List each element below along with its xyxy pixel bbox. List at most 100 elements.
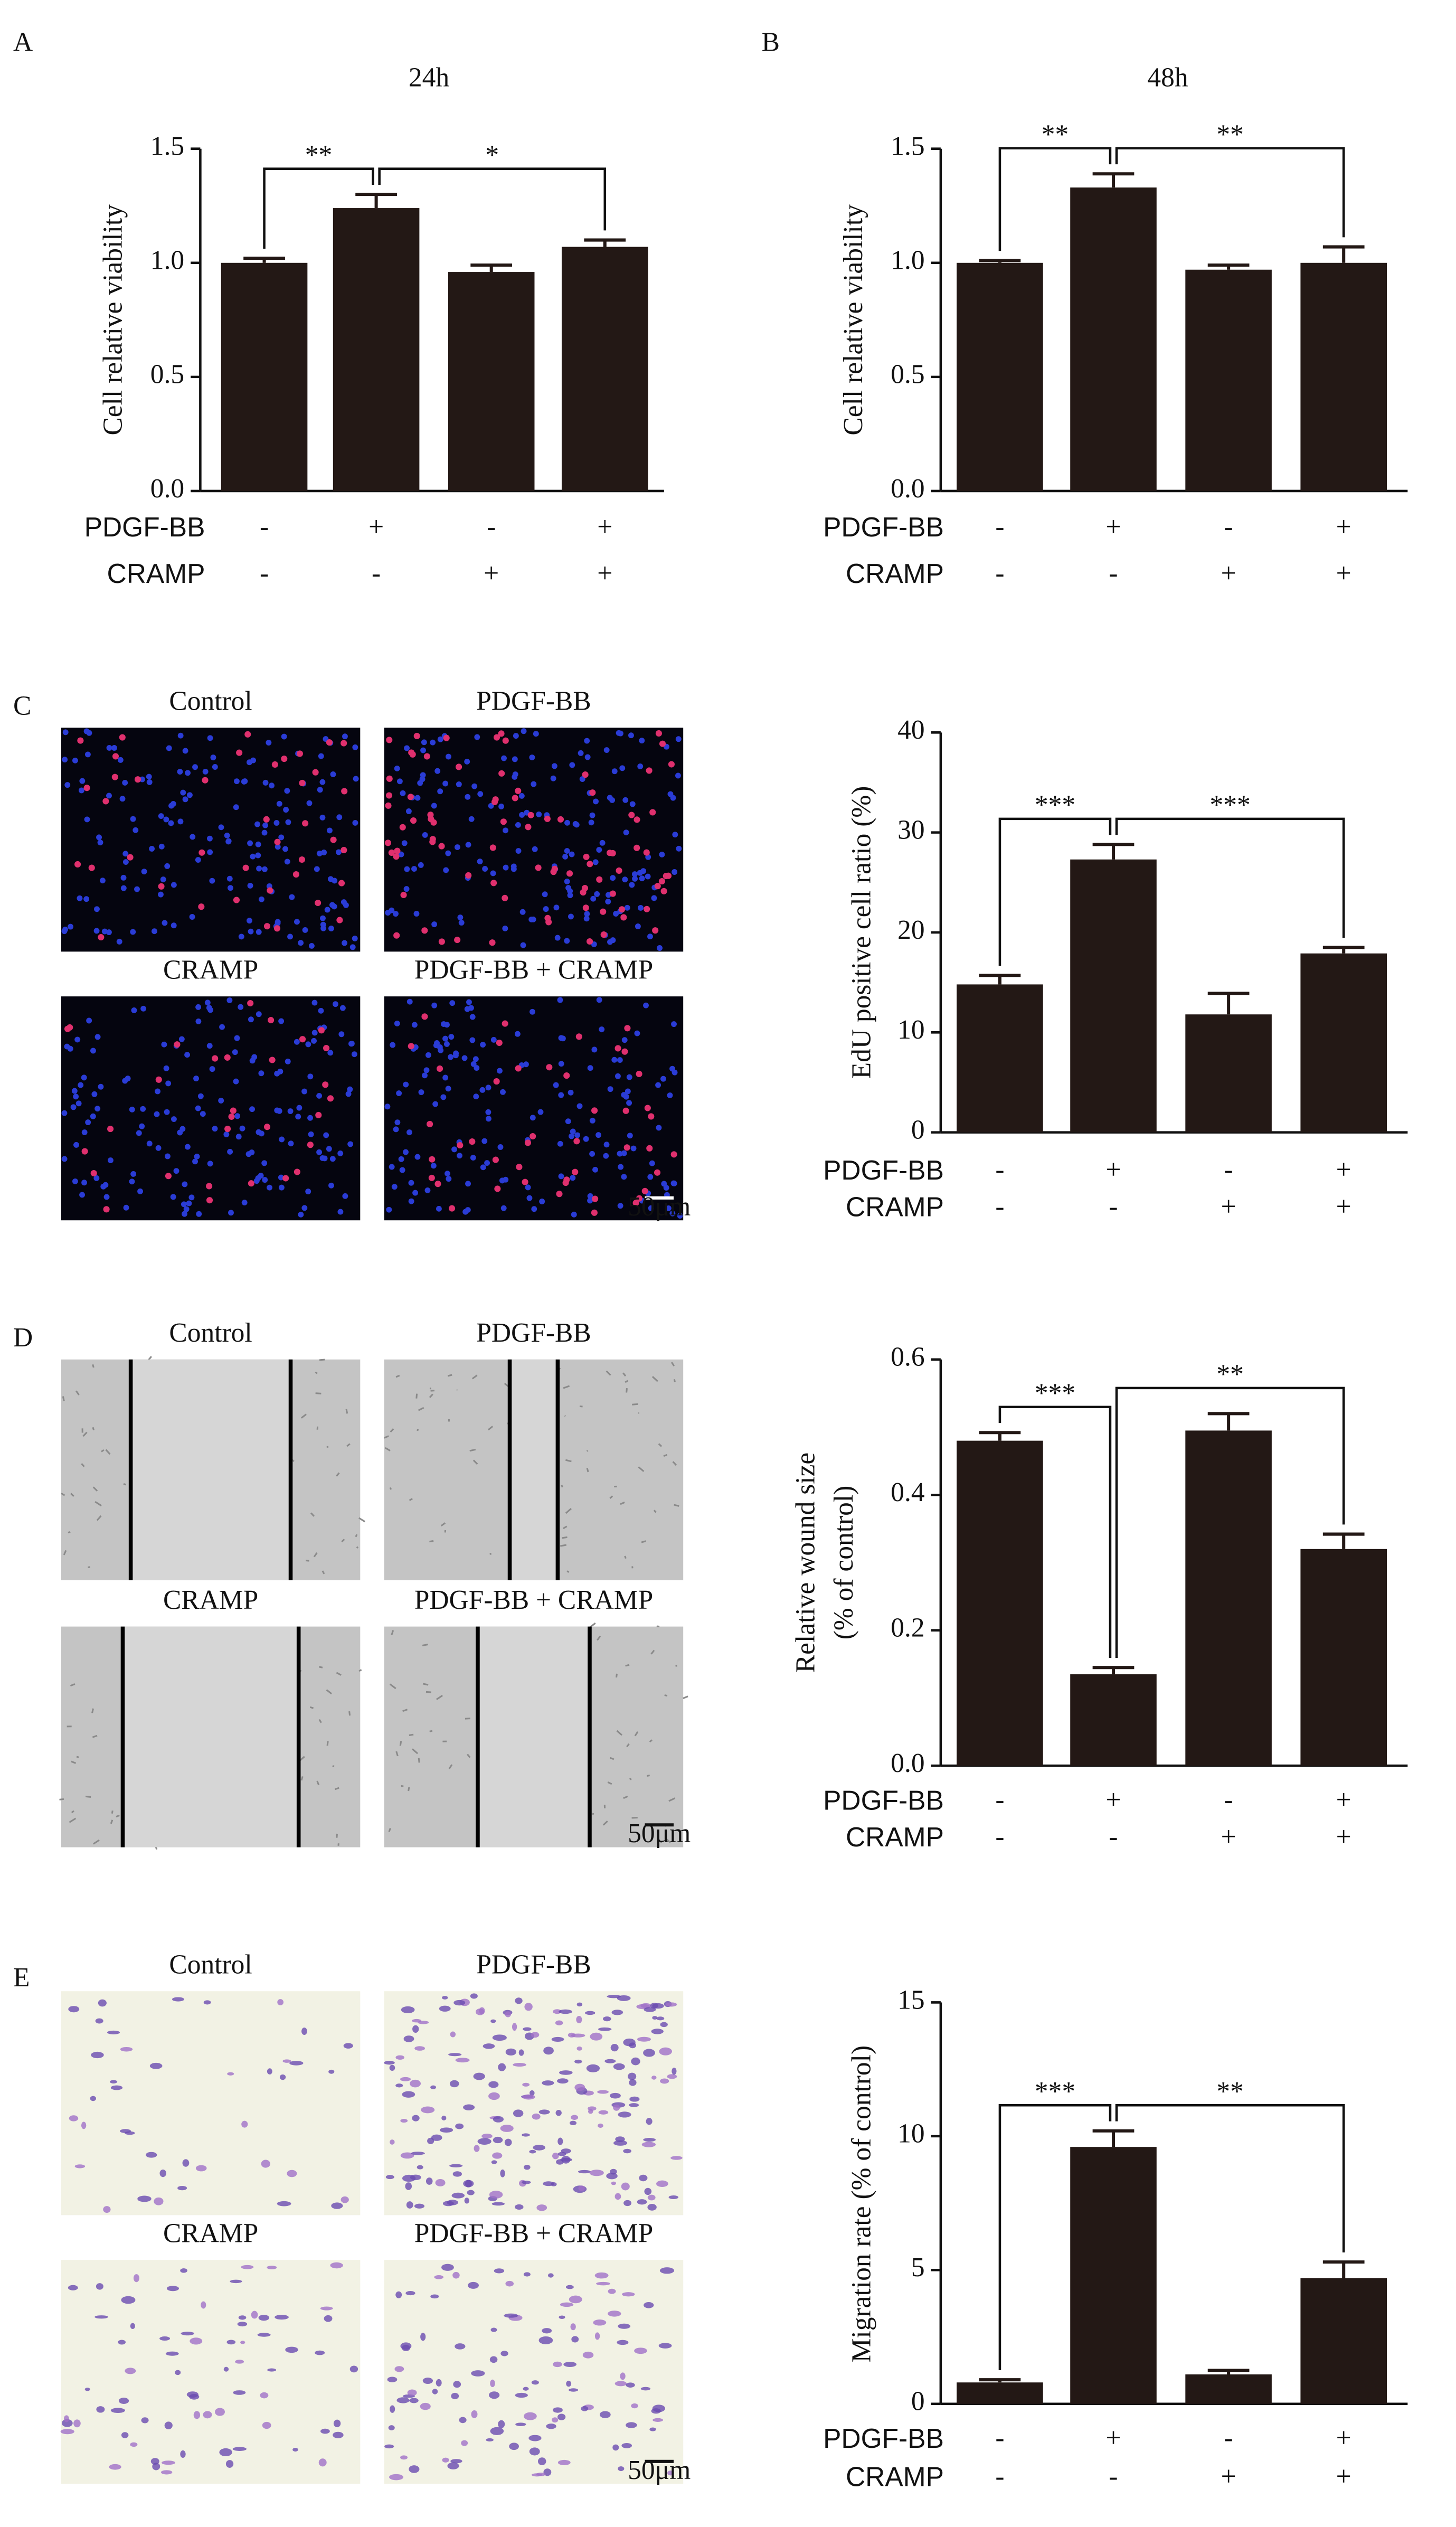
cell	[471, 1374, 478, 1380]
nucleus	[207, 1007, 214, 1013]
micrograph-bg	[61, 2260, 361, 2484]
nucleus	[207, 735, 213, 741]
edu-nucleus	[165, 1173, 172, 1180]
migrated-cell	[626, 2422, 637, 2428]
cell	[409, 1498, 413, 1501]
nucleus	[567, 892, 573, 899]
nucleus	[393, 1126, 399, 1133]
nucleus	[146, 779, 153, 785]
y-tick-label: 0.0	[891, 474, 924, 504]
migrated-cell	[450, 2031, 456, 2038]
nucleus	[206, 835, 213, 842]
cell	[565, 1459, 572, 1463]
nucleus	[261, 829, 268, 836]
nucleus	[342, 733, 348, 740]
migrated-cell	[643, 2138, 656, 2142]
migrated-cell	[149, 2062, 163, 2069]
edu-nucleus	[600, 908, 607, 915]
edu-nucleus	[228, 1113, 235, 1120]
migrated-cell	[436, 2379, 442, 2387]
nucleus	[456, 781, 462, 787]
nucleus	[466, 999, 472, 1005]
migrated-cell	[267, 2368, 277, 2372]
migrated-cell	[492, 2152, 503, 2159]
nucleus	[564, 848, 570, 854]
migrated-cell	[613, 2104, 620, 2111]
edu-nucleus	[385, 802, 392, 809]
migrated-cell	[656, 2016, 665, 2021]
nucleus	[111, 745, 117, 751]
edu-nucleus	[155, 1076, 162, 1083]
migrated-cell	[646, 2118, 653, 2125]
migrated-cell	[405, 2291, 415, 2296]
edu-nucleus	[263, 923, 271, 930]
nucleus	[568, 913, 574, 920]
migrated-cell	[450, 2459, 462, 2464]
cell	[395, 1751, 399, 1757]
edu-nucleus	[586, 938, 593, 945]
nucleus	[258, 1173, 264, 1179]
bar	[1300, 1549, 1387, 1766]
edu-nucleus	[591, 1107, 598, 1114]
edu-nucleus	[469, 1138, 476, 1145]
cell	[626, 1743, 630, 1748]
cell	[448, 1764, 453, 1769]
y-tick-label: 20	[897, 915, 924, 945]
edu-nucleus	[496, 1039, 503, 1046]
nucleus	[537, 1109, 544, 1115]
nucleus	[152, 928, 157, 935]
nucleus	[418, 862, 424, 868]
micrograph-caption: PDGF-BB	[476, 1318, 591, 1348]
edu-nucleus	[583, 853, 590, 860]
nucleus	[677, 1213, 683, 1219]
nucleus	[342, 1193, 348, 1199]
edu-nucleus	[315, 1111, 322, 1119]
edu-nucleus	[299, 1036, 306, 1043]
nucleus	[97, 840, 103, 846]
nucleus	[178, 1036, 185, 1042]
nucleus	[98, 1083, 104, 1090]
nucleus	[408, 1198, 414, 1204]
nucleus	[564, 819, 570, 826]
migrated-cell	[586, 2064, 600, 2072]
edu-nucleus	[636, 1070, 642, 1078]
nucleus	[233, 1078, 239, 1085]
nucleus	[320, 925, 327, 931]
micrograph	[384, 2260, 684, 2484]
nucleus	[521, 728, 527, 734]
edu-nucleus	[665, 872, 672, 879]
micrograph-caption: Control	[169, 1318, 252, 1348]
migrated-cell	[124, 2131, 135, 2135]
y-tick-label: 0.6	[891, 1342, 924, 1372]
nucleus	[446, 753, 451, 760]
edu-nucleus	[119, 734, 126, 741]
micrograph	[61, 728, 361, 952]
nucleus	[329, 1156, 336, 1162]
edu-nucleus	[127, 854, 134, 861]
y-tick-label: 0	[911, 2387, 925, 2417]
micrograph	[60, 2260, 361, 2484]
edu-nucleus	[336, 917, 343, 923]
migrated-cell	[571, 2336, 579, 2343]
nucleus	[481, 1138, 488, 1144]
treatment-sign: +	[1105, 1155, 1121, 1185]
edu-nucleus	[572, 1168, 579, 1175]
migrated-cell	[465, 2180, 472, 2187]
nucleus	[490, 870, 496, 876]
nucleus	[630, 1145, 637, 1152]
nucleus	[445, 850, 451, 856]
nucleus	[565, 1118, 571, 1125]
nucleus	[515, 848, 522, 854]
nucleus	[474, 734, 480, 740]
edu-nucleus	[64, 1025, 71, 1032]
migrated-cell	[559, 2009, 572, 2014]
nucleus	[348, 1041, 355, 1046]
migrated-cell	[522, 2082, 530, 2087]
nucleus	[587, 1198, 593, 1204]
nucleus	[513, 733, 519, 739]
nucleus	[533, 731, 539, 737]
nucleus	[209, 1066, 215, 1072]
edu-nucleus	[634, 844, 640, 851]
migrated-cell	[493, 2116, 504, 2123]
nucleus	[284, 859, 290, 865]
